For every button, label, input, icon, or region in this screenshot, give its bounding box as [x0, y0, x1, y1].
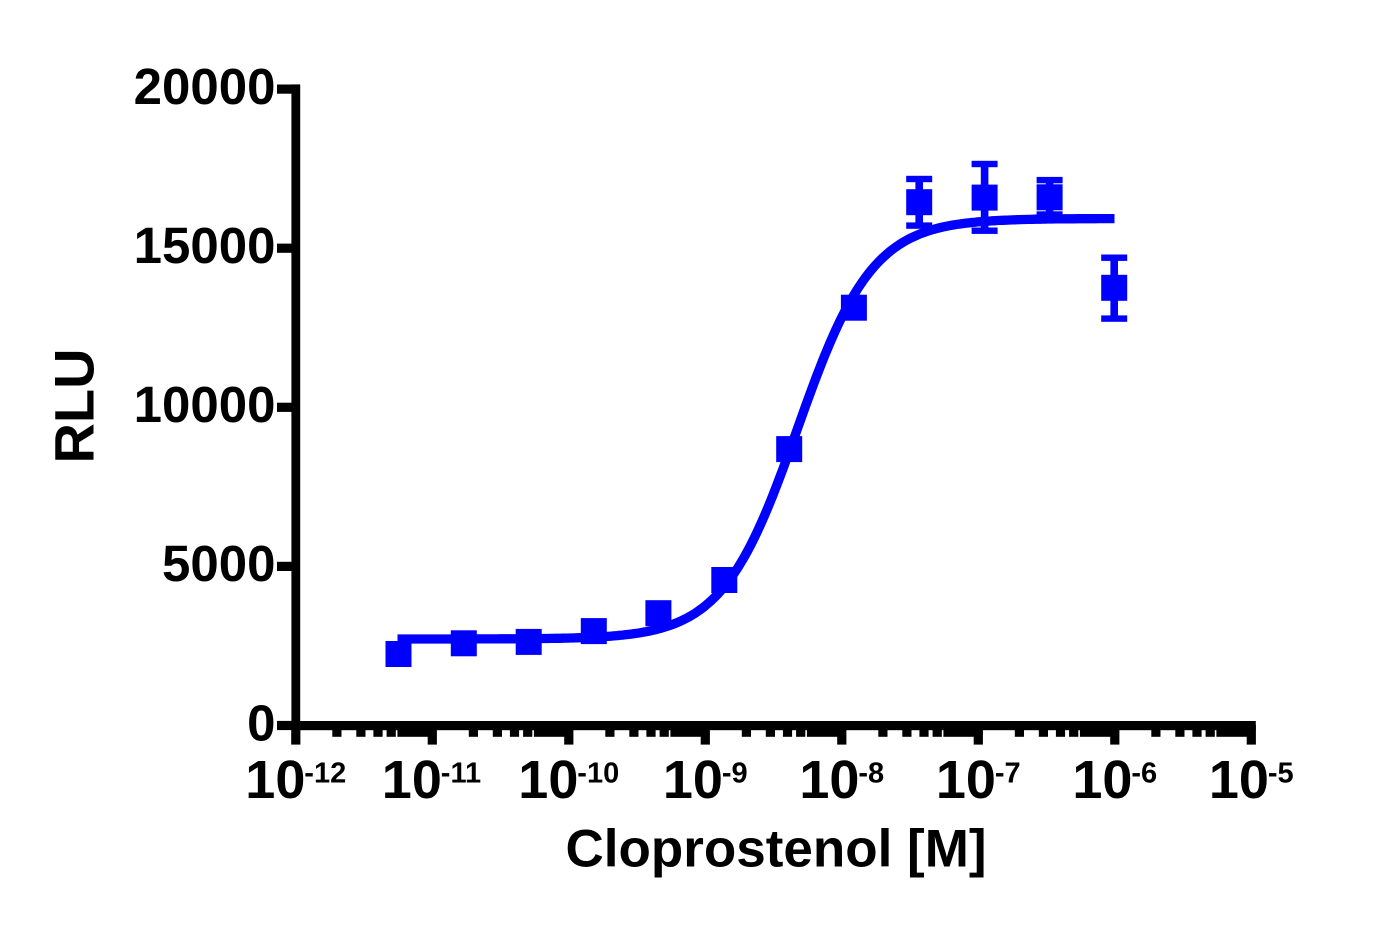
svg-text:-11: -11 — [441, 758, 481, 790]
svg-text:-9: -9 — [722, 758, 748, 790]
svg-text:-12: -12 — [304, 758, 346, 790]
svg-text:5000: 5000 — [162, 535, 275, 592]
svg-text:-10: -10 — [577, 758, 619, 790]
svg-text:10: 10 — [382, 750, 442, 810]
svg-text:20000: 20000 — [134, 58, 276, 115]
svg-text:-6: -6 — [1131, 758, 1157, 790]
svg-text:-5: -5 — [1268, 758, 1294, 790]
svg-text:10: 10 — [663, 750, 723, 810]
svg-text:Cloprostenol [M]: Cloprostenol [M] — [566, 820, 987, 879]
svg-text:-8: -8 — [858, 758, 884, 790]
svg-text:-7: -7 — [995, 758, 1021, 790]
svg-text:15000: 15000 — [134, 217, 276, 274]
svg-text:RLU: RLU — [43, 348, 106, 463]
svg-text:10: 10 — [1209, 750, 1269, 810]
svg-text:10: 10 — [799, 750, 859, 810]
svg-text:0: 0 — [247, 694, 275, 751]
svg-text:10: 10 — [1072, 750, 1132, 810]
svg-text:10: 10 — [518, 750, 578, 810]
svg-text:10: 10 — [245, 750, 305, 810]
svg-text:10000: 10000 — [134, 376, 276, 433]
svg-text:10: 10 — [936, 750, 996, 810]
